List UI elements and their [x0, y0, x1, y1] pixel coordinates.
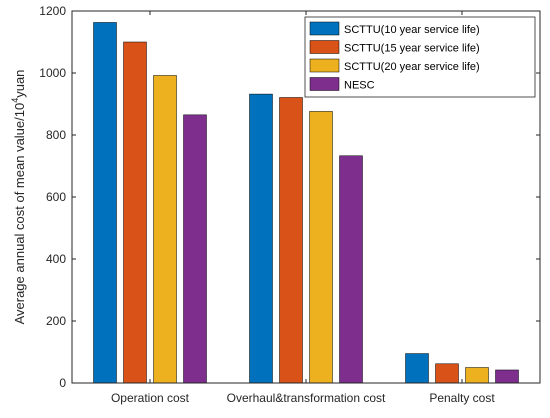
y-axis-label-unit: yuan — [12, 70, 27, 98]
legend-box — [304, 16, 536, 98]
bar-2-1 — [123, 41, 147, 384]
y-axis-label: Average annual cost of mean value/104yua… — [10, 70, 27, 325]
x-tick-label: Operation cost — [111, 391, 190, 405]
y-tick-label: 0 — [59, 376, 66, 390]
bar-4-1 — [183, 114, 207, 384]
bar-2-3 — [435, 363, 459, 384]
legend: SCTTU(10 year service life) SCTTU(15 year… — [304, 16, 536, 98]
y-axis-label-superscript: 4 — [10, 98, 20, 103]
legend-label-4: NESC — [344, 80, 375, 92]
y-axis-ticks: 0 200 400 600 800 1000 1200 — [39, 4, 540, 390]
y-axis-label-main: Average annual cost of mean value/10 — [12, 103, 27, 325]
legend-swatch-3 — [309, 58, 340, 73]
legend-label-1: SCTTU(10 year service life) — [344, 24, 480, 36]
bar-3-1 — [153, 75, 177, 384]
bars-group — [93, 22, 519, 384]
legend-swatch-4 — [309, 77, 340, 91]
bar-1-2 — [249, 93, 273, 384]
legend-swatch-2 — [309, 40, 340, 54]
y-tick-label: 800 — [46, 128, 66, 142]
x-tick-label: Overhaul&transformation cost — [227, 391, 386, 405]
bar-1-3 — [405, 353, 429, 384]
x-axis-ticks: Operation cost Overhaul&transformation co… — [111, 11, 495, 405]
plot-frame — [71, 10, 541, 384]
y-tick-label: 1000 — [39, 66, 66, 80]
legend-label-3: SCTTU(20 year service life) — [344, 61, 480, 73]
x-tick-label: Penalty cost — [429, 391, 495, 405]
bar-4-3 — [495, 369, 519, 384]
y-tick-label: 400 — [46, 252, 66, 266]
y-tick-label: 1200 — [39, 4, 66, 18]
bar-4-2 — [339, 155, 363, 384]
legend-swatch-1 — [309, 21, 340, 36]
y-tick-label: 600 — [46, 190, 66, 204]
bar-1-1 — [93, 22, 117, 384]
bar-3-3 — [465, 367, 489, 384]
bar-2-2 — [279, 97, 303, 384]
legend-label-2: SCTTU(15 year service life) — [344, 43, 480, 55]
y-tick-label: 200 — [46, 314, 66, 328]
bar-3-2 — [309, 111, 333, 384]
